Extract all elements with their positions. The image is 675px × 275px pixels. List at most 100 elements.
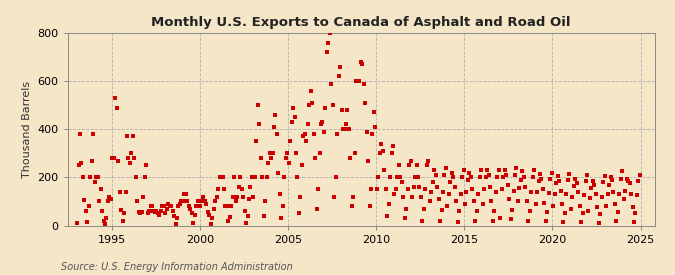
Point (205, 221, 216, 226)
Point (587, 179, 598, 183)
Point (483, 173, 494, 177)
Point (442, 204, 453, 208)
Point (114, 190, 125, 194)
Point (296, 163, 307, 167)
Point (496, 187, 507, 192)
Point (306, 101, 317, 105)
Point (626, 192, 637, 196)
Point (117, 218, 128, 223)
Point (426, 190, 437, 194)
Point (198, 194, 209, 199)
Point (504, 197, 514, 201)
Point (493, 168, 504, 172)
Point (244, 197, 254, 201)
Point (511, 166, 522, 170)
Point (189, 213, 200, 217)
Point (541, 219, 551, 223)
Point (285, 139, 296, 144)
Point (169, 214, 180, 218)
Point (627, 205, 638, 209)
Point (396, 180, 407, 184)
Point (539, 200, 549, 205)
Point (386, 151, 397, 155)
Point (294, 211, 304, 216)
Point (358, 81, 369, 86)
Point (188, 221, 198, 225)
Point (551, 181, 562, 186)
Point (618, 197, 629, 201)
Point (427, 180, 438, 184)
Point (362, 158, 373, 163)
Point (577, 211, 588, 216)
Point (292, 175, 303, 180)
Point (140, 163, 151, 167)
Point (153, 211, 163, 216)
Point (512, 199, 523, 204)
Point (348, 194, 358, 199)
Point (491, 190, 502, 194)
Point (191, 204, 202, 208)
Point (201, 202, 212, 206)
Point (135, 211, 146, 216)
Point (429, 168, 439, 172)
Point (398, 194, 408, 199)
Point (216, 175, 227, 180)
Point (170, 222, 181, 227)
Title: Monthly U.S. Exports to Canada of Asphalt and Road Oil: Monthly U.S. Exports to Canada of Asphal… (151, 16, 571, 29)
Point (501, 173, 512, 177)
Point (595, 212, 605, 216)
Point (138, 194, 148, 199)
Point (125, 161, 136, 165)
Point (383, 202, 394, 206)
Point (436, 208, 447, 212)
Point (165, 204, 176, 208)
Point (605, 175, 616, 180)
Point (437, 190, 448, 194)
Point (487, 218, 498, 223)
Point (582, 173, 593, 177)
Point (389, 192, 400, 196)
Point (227, 194, 238, 199)
Point (295, 194, 306, 199)
Point (407, 194, 418, 199)
Point (529, 168, 539, 172)
Point (402, 187, 413, 192)
Point (523, 218, 534, 223)
Point (113, 158, 124, 163)
Point (151, 209, 162, 213)
Point (549, 192, 560, 196)
Point (345, 156, 356, 160)
Point (473, 192, 484, 196)
Point (537, 187, 548, 192)
Point (375, 151, 385, 155)
Point (552, 174, 563, 178)
Point (246, 175, 257, 180)
Point (150, 210, 161, 214)
Point (517, 169, 528, 174)
Point (395, 175, 406, 180)
Point (214, 175, 225, 180)
Point (357, 62, 368, 67)
Point (583, 209, 594, 213)
Point (466, 175, 477, 180)
Point (267, 151, 278, 155)
Point (104, 194, 115, 199)
Point (557, 202, 568, 206)
Point (341, 122, 352, 127)
Point (546, 170, 557, 175)
Point (123, 156, 134, 160)
Point (95, 187, 106, 192)
Point (408, 185, 419, 189)
Point (421, 163, 432, 167)
Point (313, 187, 323, 192)
Point (430, 173, 441, 177)
Point (175, 202, 186, 206)
Point (132, 199, 142, 204)
Point (351, 79, 362, 83)
Point (171, 216, 182, 221)
Point (164, 204, 175, 208)
Point (304, 103, 315, 107)
Point (279, 175, 290, 180)
Point (333, 74, 344, 79)
Point (387, 144, 398, 148)
